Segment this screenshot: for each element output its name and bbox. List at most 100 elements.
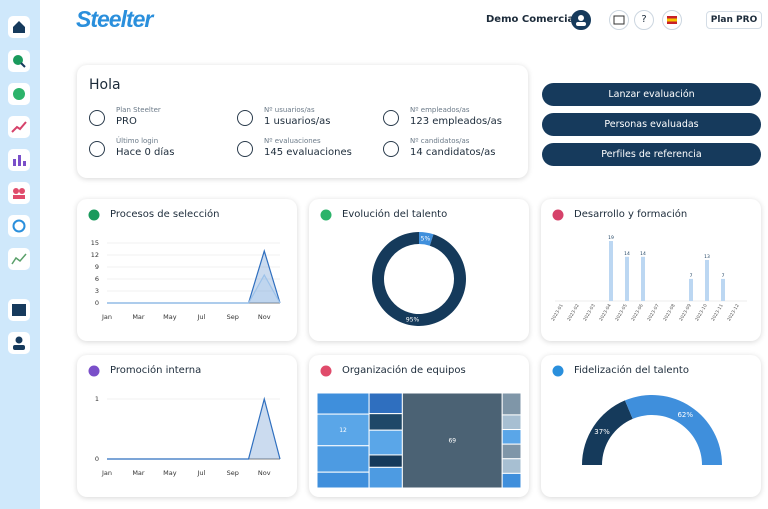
treemap-cell — [401, 392, 503, 489]
bar — [721, 278, 725, 301]
card-icon — [88, 209, 100, 221]
x-tick-label: 2023-05 — [614, 303, 629, 322]
summary-item: Nº evaluaciones 145 evaluaciones — [237, 137, 377, 165]
nav-development[interactable] — [8, 116, 30, 138]
x-tick-label: Mar — [132, 313, 145, 321]
treemap-cell — [316, 413, 370, 447]
nav-admin[interactable] — [8, 299, 30, 321]
card-title: Fidelización del talento — [574, 365, 689, 376]
nav-profile[interactable] — [8, 332, 30, 354]
treemap-cell — [368, 466, 403, 489]
treemap-cell — [368, 454, 403, 468]
y-tick-label: 9 — [95, 263, 99, 271]
card-icon — [88, 365, 100, 377]
sidebar — [0, 0, 40, 509]
summary-label: Nº candidatos/as — [410, 137, 470, 145]
treemap-cell — [501, 392, 522, 416]
user-avatar[interactable] — [571, 10, 591, 30]
icon-shape — [320, 209, 332, 221]
summary-panel: Hola Plan Steelter PRO Nº usuarios/as 1 usu… — [77, 65, 528, 178]
language-button[interactable] — [662, 10, 682, 30]
card-title: Promoción interna — [110, 365, 202, 376]
icon-shape — [320, 365, 332, 377]
bar-label: 19 — [608, 235, 614, 241]
nav-reports[interactable] — [8, 248, 30, 270]
bar-label: 13 — [704, 254, 710, 260]
treemap-cell — [501, 429, 522, 445]
x-tick-label: Jul — [196, 469, 205, 477]
donut-slice — [372, 232, 466, 326]
y-tick-label: 12 — [91, 251, 99, 259]
summary-value: PRO — [116, 116, 137, 127]
summary-value: 1 usuarios/as — [264, 116, 331, 127]
bar — [625, 256, 629, 301]
treemap-cell — [501, 443, 522, 460]
x-tick-label: 2023-10 — [694, 303, 709, 322]
bar — [609, 241, 613, 301]
manual-button[interactable] — [609, 10, 629, 30]
summary-value: 123 empleados/as — [410, 116, 502, 127]
treemap-cell — [316, 392, 370, 415]
x-tick-label: Jul — [196, 313, 205, 321]
summary-item: Plan Steelter PRO — [89, 106, 229, 134]
summary-icon — [89, 141, 105, 157]
treemap-cell — [501, 458, 522, 474]
chart: 0 3 6 9 12 15 Jan Mar May Jul Sep Nov — [91, 239, 281, 321]
bar-label: 14 — [640, 251, 646, 257]
summary-label: Plan Steelter — [116, 106, 161, 114]
x-tick-label: 2023-06 — [630, 303, 645, 322]
x-tick-label: Nov — [258, 469, 271, 477]
treemap-cell — [501, 472, 522, 489]
treemap-cell — [501, 414, 522, 431]
slice-label: 95% — [406, 316, 420, 323]
nav-loyalty[interactable] — [8, 215, 30, 237]
nav-home[interactable] — [8, 16, 30, 38]
action-button[interactable]: Lanzar evaluación — [542, 83, 761, 106]
chart-card: Desarrollo y formación 2023-01 2023-02 2023… — [541, 199, 761, 341]
bar — [689, 278, 693, 301]
x-tick-label: 2023-07 — [646, 303, 661, 322]
nav-promotion[interactable] — [8, 149, 30, 171]
nav-teams[interactable] — [8, 182, 30, 204]
summary-label: Nº usuarios/as — [264, 106, 315, 114]
chart-card: Procesos de selección 0 3 6 9 12 15 Jan Mar May Ju… — [77, 199, 297, 341]
plan-badge[interactable]: Plan PRO — [706, 11, 762, 29]
x-tick-label: 2023-02 — [566, 303, 581, 322]
x-tick-label: Sep — [227, 469, 239, 477]
nav-talent[interactable] — [8, 83, 30, 105]
y-tick-label: 3 — [95, 287, 99, 295]
summary-item: Nº usuarios/as 1 usuarios/as — [237, 106, 377, 134]
help-button[interactable]: ? — [634, 10, 654, 30]
slice-label: 5% — [421, 236, 431, 243]
summary-icon — [383, 141, 399, 157]
action-button[interactable]: Personas evaluadas — [542, 113, 761, 136]
cell-label: 12 — [339, 427, 347, 434]
y-tick-label: 0 — [95, 455, 99, 463]
icon-shape — [88, 209, 100, 221]
x-tick-label: Jan — [101, 469, 112, 477]
nav-search[interactable] — [8, 50, 30, 72]
user-name[interactable]: Demo Comercial — [486, 14, 578, 25]
action-button[interactable]: Perfiles de referencia — [542, 143, 761, 166]
summary-icon — [237, 110, 253, 126]
bar-label: 14 — [624, 251, 630, 257]
summary-icon — [383, 110, 399, 126]
chart: 0 1 Jan Mar May Jul Sep Nov — [95, 395, 281, 477]
treemap-cell — [368, 392, 403, 415]
y-tick-label: 0 — [95, 299, 99, 307]
summary-icon — [89, 110, 105, 126]
card-icon — [320, 209, 332, 221]
chart-card: Promoción interna 0 1 Jan Mar May Jul Sep Nov — [77, 355, 297, 497]
logo[interactable]: Steelter — [76, 6, 153, 32]
summary-value: 145 evaluaciones — [264, 147, 352, 158]
x-tick-label: Mar — [132, 469, 145, 477]
summary-label: Último login — [116, 137, 159, 145]
card-title: Organización de equipos — [342, 365, 466, 376]
x-tick-label: 2023-03 — [582, 303, 597, 322]
summary-item: Nº empleados/as 123 empleados/as — [383, 106, 523, 134]
series-line — [107, 273, 281, 304]
x-tick-label: 2023-12 — [726, 303, 741, 322]
cell-label: 69 — [448, 438, 456, 445]
x-tick-label: 2023-09 — [678, 303, 693, 322]
